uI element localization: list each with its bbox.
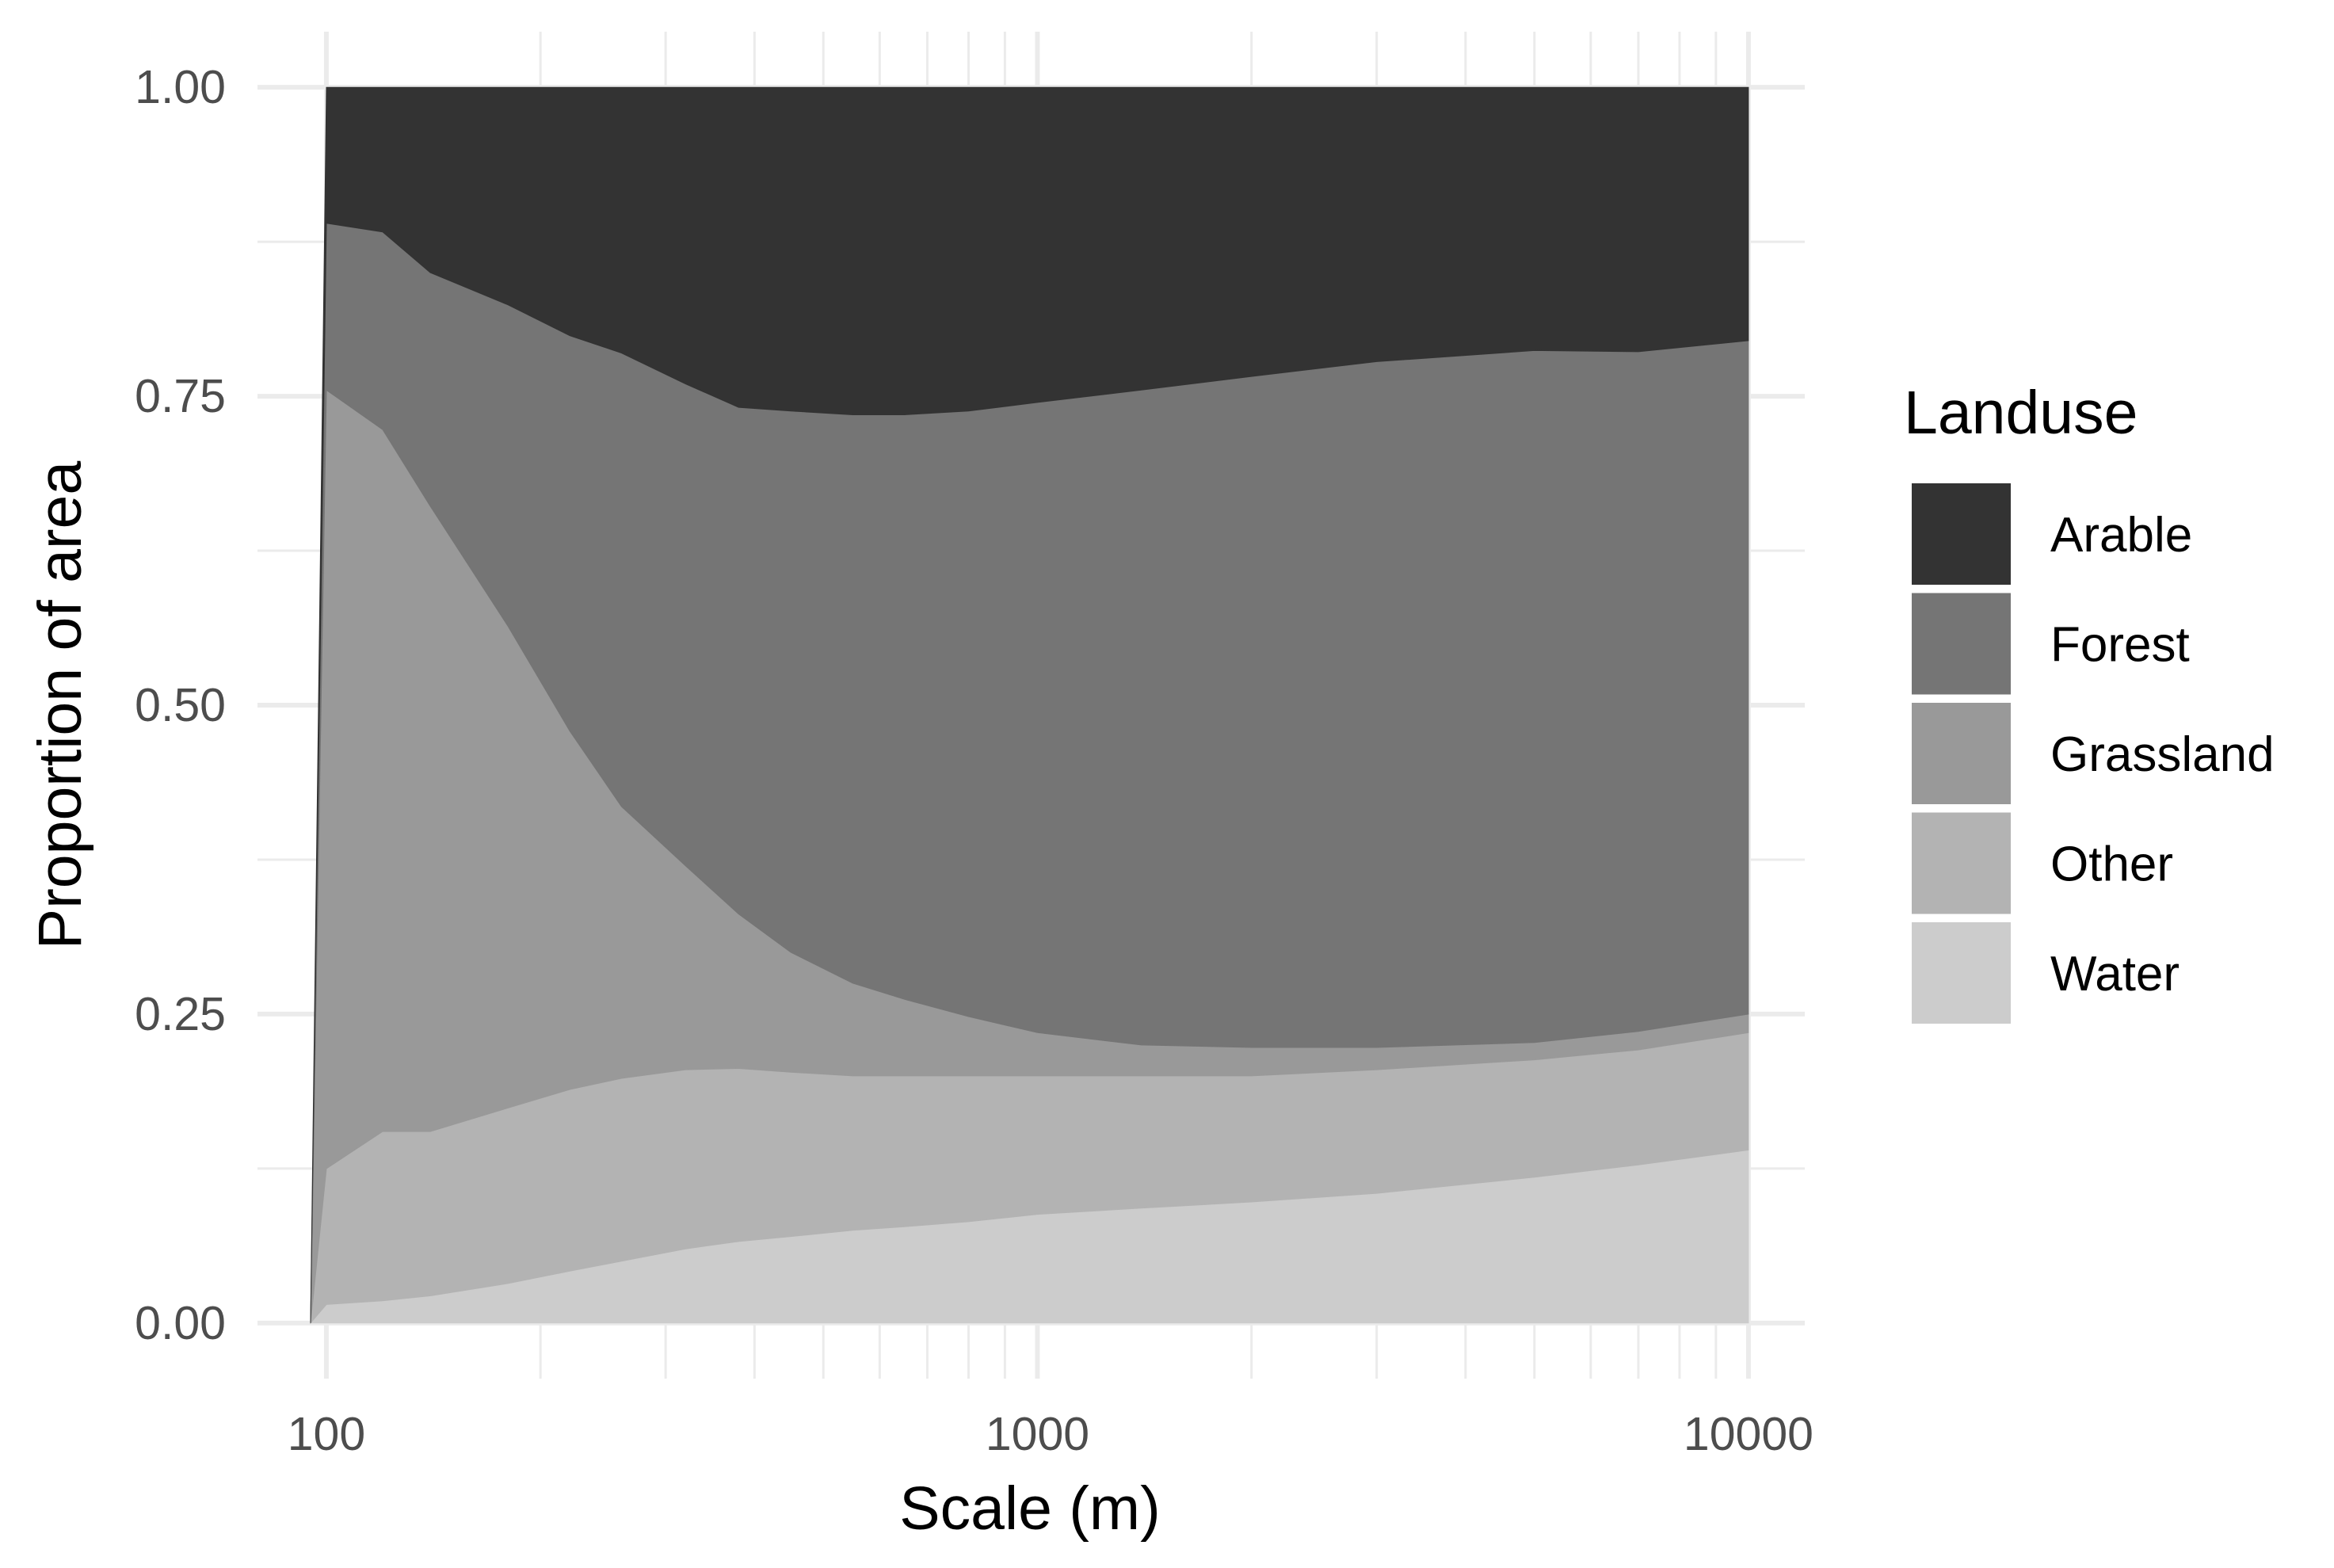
x-tick-label: 10000 [1684, 1408, 1813, 1460]
legend-key-forest [1912, 593, 2011, 695]
y-tick-label: 1.00 [135, 61, 226, 113]
legend-label-arable: Arable [2050, 508, 2192, 563]
y-tick-label: 0.50 [135, 679, 226, 731]
y-tick-labels: 0.00 0.25 0.50 0.75 1.00 [135, 61, 226, 1349]
legend-title: Landuse [1904, 379, 2138, 447]
stacked-areas [309, 86, 1749, 1325]
y-tick-label: 0.75 [135, 370, 226, 422]
legend-label-forest: Forest [2050, 618, 2190, 673]
x-tick-label: 1000 [986, 1408, 1089, 1460]
legend-key-grassland [1912, 703, 2011, 804]
area-arable [310, 86, 1749, 1323]
x-axis-title: Scale (m) [899, 1475, 1160, 1543]
legend-key-arable [1912, 483, 2011, 585]
x-tick-labels: 100 1000 10000 [288, 1408, 1813, 1460]
x-tick-label: 100 [288, 1408, 365, 1460]
legend-key-other [1912, 812, 2011, 914]
legend: Landuse Arable Forest Grassland Other Water [1904, 379, 2275, 1024]
y-axis-title: Proportion of area [26, 461, 94, 950]
legend-label-water: Water [2050, 947, 2180, 1001]
legend-label-other: Other [2050, 837, 2173, 892]
y-tick-label: 0.00 [135, 1297, 226, 1349]
legend-key-water [1912, 922, 2011, 1024]
y-tick-label: 0.25 [135, 988, 226, 1040]
legend-label-grassland: Grassland [2050, 727, 2275, 782]
